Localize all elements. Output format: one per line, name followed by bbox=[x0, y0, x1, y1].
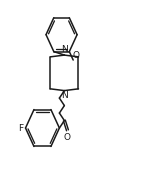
Text: F: F bbox=[19, 124, 24, 132]
Text: N: N bbox=[61, 92, 68, 100]
Text: N: N bbox=[61, 45, 68, 54]
Text: O: O bbox=[72, 51, 79, 60]
Text: O: O bbox=[64, 133, 71, 142]
